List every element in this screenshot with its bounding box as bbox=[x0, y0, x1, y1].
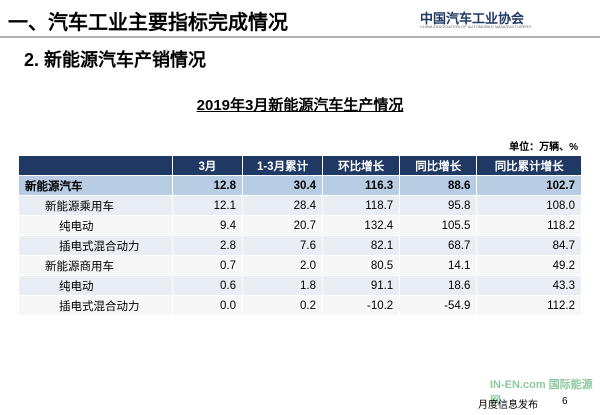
row-label: 新能源乘用车 bbox=[18, 195, 173, 216]
table-row: 新能源乘用车 12.1 28.4 118.7 95.8 108.0 bbox=[18, 195, 582, 216]
cell: 2.0 bbox=[242, 255, 324, 276]
logo-en: CHINA ASSOCIATION OF AUTOMOBILE MANUFACT… bbox=[420, 24, 531, 29]
cell: 14.1 bbox=[399, 255, 478, 276]
cell: 12.1 bbox=[171, 195, 244, 216]
cell: 95.8 bbox=[399, 195, 478, 216]
header-cell: 3月 bbox=[171, 155, 244, 176]
cell: 30.4 bbox=[242, 175, 324, 196]
cell: 108.0 bbox=[476, 195, 582, 216]
divider bbox=[0, 36, 600, 38]
header-row: 3月 1-3月累计 环比增长 同比增长 同比累计增长 bbox=[18, 155, 582, 176]
row-label: 纯电动 bbox=[18, 215, 173, 236]
header-cell: 环比增长 bbox=[322, 155, 401, 176]
cell: 0.0 bbox=[171, 295, 244, 316]
row-label: 新能源商用车 bbox=[18, 255, 173, 276]
footer-text: 月度信息发布 bbox=[478, 400, 538, 411]
unit: 单位：万辆、% bbox=[509, 142, 578, 153]
watermark: IN-EN.com 国际能源网 bbox=[490, 379, 593, 407]
table-row: 纯电动 0.6 1.8 91.1 18.6 43.3 bbox=[18, 275, 582, 296]
cell: 7.6 bbox=[242, 235, 324, 256]
cell: 88.6 bbox=[399, 175, 478, 196]
cell: 116.3 bbox=[322, 175, 401, 196]
cell: -54.9 bbox=[399, 295, 478, 316]
cell: 91.1 bbox=[322, 275, 401, 296]
cell: 82.1 bbox=[322, 235, 401, 256]
cell: 12.8 bbox=[171, 175, 244, 196]
row-label: 插电式混合动力 bbox=[18, 295, 173, 316]
cell: 80.5 bbox=[322, 255, 401, 276]
table-row: 新能源汽车 12.8 30.4 116.3 88.6 102.7 bbox=[18, 175, 582, 196]
logo: 中国汽车工业协会 bbox=[420, 11, 525, 26]
header-cell: 1-3月累计 bbox=[242, 155, 324, 176]
row-label: 纯电动 bbox=[18, 275, 173, 296]
subtitle: 2. 新能源汽车产销情况 bbox=[24, 50, 207, 70]
header-title: 一、汽车工业主要指标完成情况 bbox=[8, 12, 288, 34]
cell: 2.8 bbox=[171, 235, 244, 256]
cell: -10.2 bbox=[322, 295, 401, 316]
cell: 118.7 bbox=[322, 195, 401, 216]
cell: 0.7 bbox=[171, 255, 244, 276]
cell: 18.6 bbox=[399, 275, 478, 296]
table-row: 新能源商用车 0.7 2.0 80.5 14.1 49.2 bbox=[18, 255, 582, 276]
cell: 0.6 bbox=[171, 275, 244, 296]
row-label: 新能源汽车 bbox=[18, 175, 173, 196]
header-cell: 同比累计增长 bbox=[476, 155, 582, 176]
cell: 105.5 bbox=[399, 215, 478, 236]
data-table: 3月 1-3月累计 环比增长 同比增长 同比累计增长 新能源汽车 12.8 30.4 116.3… bbox=[18, 155, 582, 316]
cell: 0.2 bbox=[242, 295, 324, 316]
cell: 112.2 bbox=[476, 295, 582, 316]
cell: 84.7 bbox=[476, 235, 582, 256]
cell: 28.4 bbox=[242, 195, 324, 216]
header-cell: 同比增长 bbox=[399, 155, 478, 176]
cell: 118.2 bbox=[476, 215, 582, 236]
cell: 1.8 bbox=[242, 275, 324, 296]
cell: 102.7 bbox=[476, 175, 582, 196]
header-cell bbox=[18, 155, 173, 176]
cell: 68.7 bbox=[399, 235, 478, 256]
cell: 132.4 bbox=[322, 215, 401, 236]
table-row: 插电式混合动力 2.8 7.6 82.1 68.7 84.7 bbox=[18, 235, 582, 256]
cell: 20.7 bbox=[242, 215, 324, 236]
cell: 9.4 bbox=[171, 215, 244, 236]
table-row: 纯电动 9.4 20.7 132.4 105.5 118.2 bbox=[18, 215, 582, 236]
cell: 49.2 bbox=[476, 255, 582, 276]
row-label: 插电式混合动力 bbox=[18, 235, 173, 256]
table-title: 2019年3月新能源汽车生产情况 bbox=[196, 97, 404, 114]
cell: 43.3 bbox=[476, 275, 582, 296]
page-number: 6 bbox=[562, 396, 568, 407]
table-row: 插电式混合动力 0.0 0.2 -10.2 -54.9 112.2 bbox=[18, 295, 582, 316]
